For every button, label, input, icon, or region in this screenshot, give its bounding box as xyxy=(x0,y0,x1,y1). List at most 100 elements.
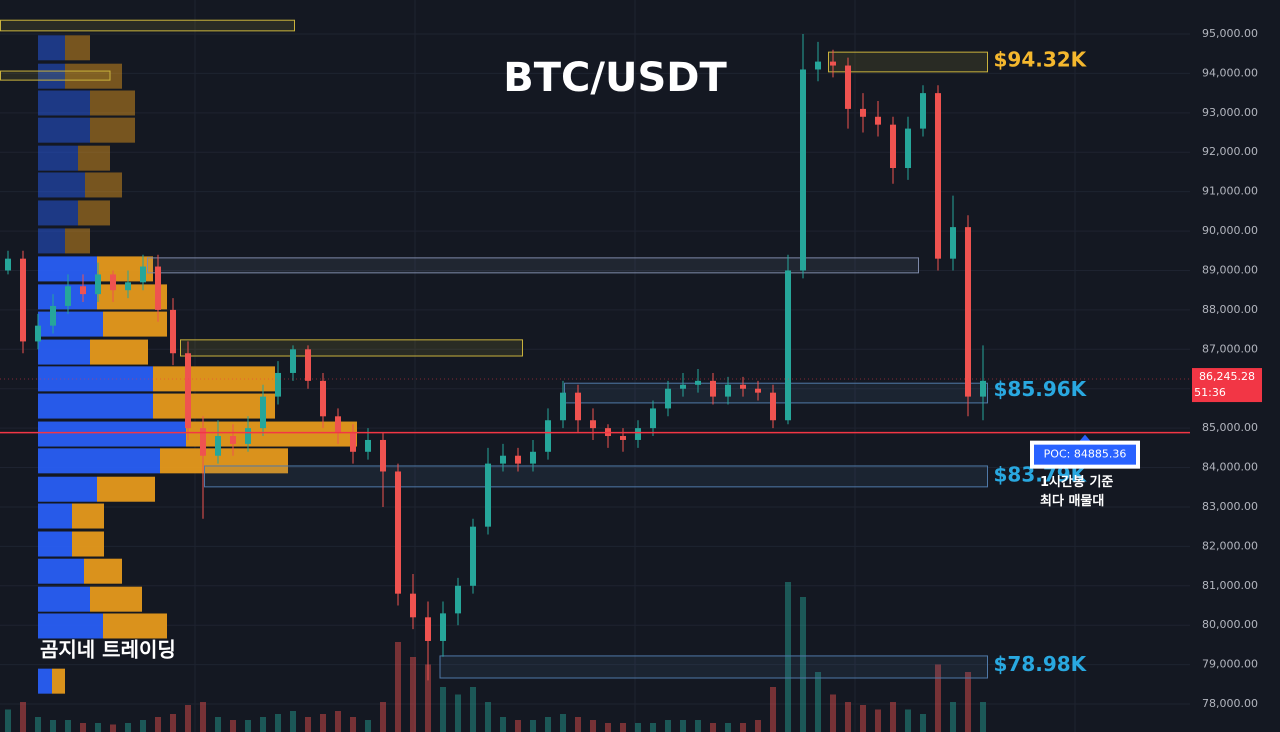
candle-body xyxy=(800,69,806,271)
volume-bar xyxy=(770,687,776,732)
zone xyxy=(439,655,988,679)
volume-bar xyxy=(335,711,341,732)
candle-body xyxy=(680,384,686,389)
candle-body xyxy=(740,384,746,389)
volume-bar xyxy=(500,717,506,732)
profile-buy xyxy=(38,172,85,198)
profile-buy xyxy=(38,366,153,392)
zone xyxy=(0,19,295,32)
countdown: 51:36 xyxy=(1194,386,1226,399)
volume-bar xyxy=(545,717,551,732)
volume-bar xyxy=(530,720,536,732)
volume-bar xyxy=(275,714,281,732)
profile-sell xyxy=(78,200,110,226)
candle-body xyxy=(95,274,101,295)
candle-body xyxy=(155,266,161,310)
volume-bar xyxy=(185,705,191,732)
zone-label: $85.96K xyxy=(994,377,1088,401)
candle-body xyxy=(410,593,416,618)
volume-bar xyxy=(230,720,236,732)
profile-sell xyxy=(84,558,122,584)
volume-bar xyxy=(155,717,161,732)
profile-sell xyxy=(65,228,90,254)
y-tick-label: 95,000.00 xyxy=(1202,27,1258,40)
profile-buy xyxy=(38,613,103,639)
volume-bar xyxy=(170,714,176,732)
candle-body xyxy=(890,124,896,169)
volume-bar xyxy=(890,702,896,732)
candle-body xyxy=(785,270,791,421)
profile-buy xyxy=(38,448,160,474)
zone-label: $78.98K xyxy=(994,652,1088,676)
volume-bar xyxy=(80,723,86,732)
profile-sell xyxy=(90,117,135,143)
volume-bar xyxy=(725,723,731,732)
candle-body xyxy=(440,613,446,641)
y-tick-label: 83,000.00 xyxy=(1202,500,1258,513)
zone xyxy=(204,465,988,488)
chart-title: BTC/USDT xyxy=(503,55,727,101)
volume-bar xyxy=(680,720,686,732)
volume-bar xyxy=(35,717,41,732)
candle-body xyxy=(710,380,716,397)
volume-bar xyxy=(635,723,641,732)
candle-body xyxy=(815,61,821,70)
y-tick-label: 87,000.00 xyxy=(1202,342,1258,355)
candle-body xyxy=(215,436,221,456)
profile-buy xyxy=(38,200,78,226)
volume-bar xyxy=(800,597,806,732)
candle-body xyxy=(620,436,626,440)
profile-sell xyxy=(103,311,167,337)
poc-box xyxy=(1034,444,1136,465)
candle-body xyxy=(575,392,581,421)
volume-bar xyxy=(665,720,671,732)
candle-body xyxy=(65,286,71,306)
candle-body xyxy=(185,353,191,429)
candle-body xyxy=(770,392,776,421)
zone xyxy=(180,339,523,357)
volume-bar xyxy=(485,702,491,732)
profile-buy xyxy=(38,476,97,502)
candle-body xyxy=(455,585,461,614)
profile-buy xyxy=(38,117,90,143)
volume-bar xyxy=(425,664,431,732)
candle-body xyxy=(875,116,881,125)
profile-buy xyxy=(38,35,65,61)
profile-sell xyxy=(65,63,122,89)
candle-body xyxy=(935,93,941,259)
candle-body xyxy=(335,416,341,433)
candle-body xyxy=(320,380,326,417)
candle-body xyxy=(530,451,536,464)
profile-buy xyxy=(38,339,90,365)
profile-sell xyxy=(153,393,275,419)
profile-sell xyxy=(90,90,135,116)
volume-bar xyxy=(515,720,521,732)
profile-sell xyxy=(153,366,275,392)
candle-body xyxy=(485,463,491,527)
profile-sell xyxy=(72,531,104,557)
volume-bar xyxy=(140,720,146,732)
volume-bar xyxy=(605,723,611,732)
profile-sell xyxy=(65,35,90,61)
profile-buy xyxy=(38,393,153,419)
candle-body xyxy=(140,266,146,283)
candle-body xyxy=(545,420,551,452)
candle-body xyxy=(830,61,836,66)
candle-body xyxy=(170,309,176,354)
volume-bar xyxy=(470,687,476,732)
profile-sell xyxy=(97,476,155,502)
candle-body xyxy=(980,380,986,397)
profile-sell xyxy=(103,613,167,639)
candle-body xyxy=(695,380,701,385)
volume-bar xyxy=(980,702,986,732)
volume-bar xyxy=(245,720,251,732)
candle-body xyxy=(515,455,521,464)
volume-bar xyxy=(920,714,926,732)
poc-pointer xyxy=(1079,434,1091,442)
candle-body xyxy=(35,325,41,342)
y-tick-label: 91,000.00 xyxy=(1202,185,1258,198)
volume-bar xyxy=(455,694,461,732)
volume-bar xyxy=(350,717,356,732)
volume-bar xyxy=(935,664,941,732)
